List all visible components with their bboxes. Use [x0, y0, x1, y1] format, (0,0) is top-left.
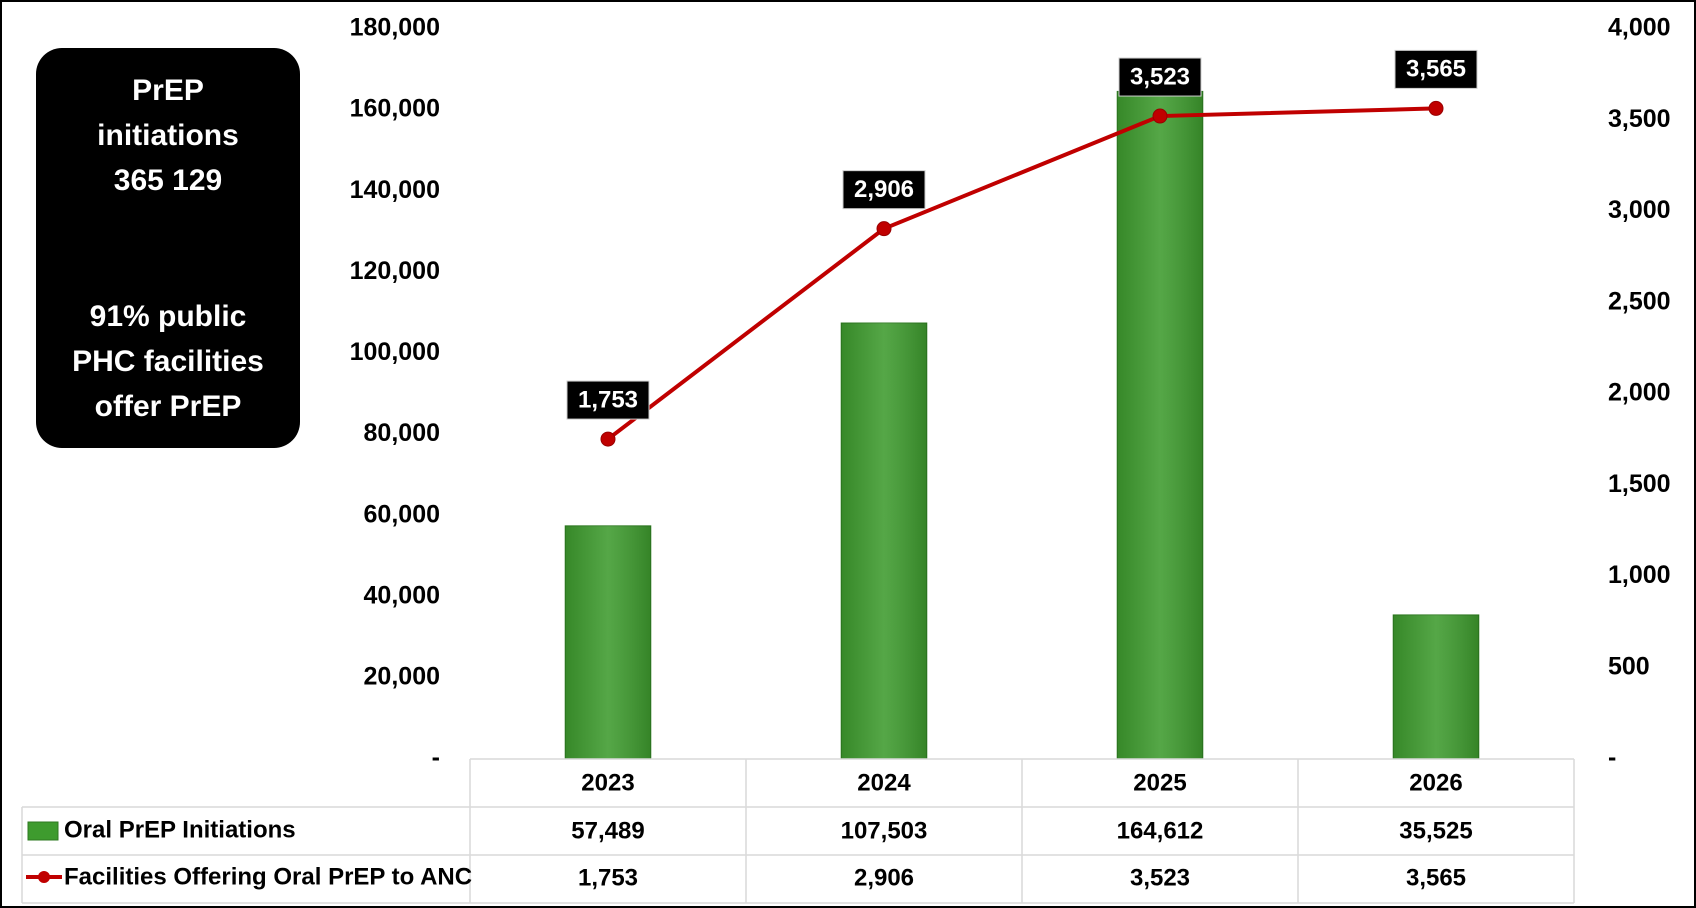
y2-tick-label: 1,500 [1608, 470, 1671, 498]
annotation-text: PHC facilities [72, 345, 264, 378]
legend-label: Facilities Offering Oral PrEP to ANC [64, 863, 472, 890]
annotation-text: offer PrEP [95, 390, 242, 423]
y2-tick-label: 2,000 [1608, 379, 1671, 407]
y-tick-label: 180,000 [350, 14, 440, 42]
data-label: 3,565 [1406, 56, 1466, 83]
annotation-text: 365 129 [114, 164, 222, 197]
x-tick-label: 2025 [1133, 769, 1186, 796]
y2-tick-label: 3,500 [1608, 105, 1671, 133]
y-tick-label: 80,000 [364, 419, 440, 447]
legend-label: Oral PrEP Initiations [64, 816, 296, 843]
y-tick-label: 140,000 [350, 176, 440, 204]
annotation-text: initiations [97, 119, 239, 152]
bar-shade [841, 323, 927, 759]
line-marker [1428, 100, 1444, 116]
table-cell: 164,612 [1117, 817, 1204, 844]
y-tick-label: 40,000 [364, 581, 440, 609]
y-tick-label: 120,000 [350, 257, 440, 285]
line [606, 106, 1437, 441]
line-marker [876, 221, 892, 237]
data-label-box [1118, 57, 1202, 97]
legend-key-marker [38, 871, 50, 883]
annotation-text: PrEP [132, 74, 204, 107]
data-label: 3,523 [1130, 63, 1190, 90]
x-tick-label: 2026 [1409, 769, 1462, 796]
y-tick-label: 160,000 [350, 95, 440, 123]
annotation-text: 91% public [90, 300, 247, 333]
table-cell: 2,906 [854, 864, 914, 891]
table-cell: 35,525 [1399, 817, 1472, 844]
legend-key-bar [27, 821, 59, 841]
y2-tick-label: 4,000 [1608, 14, 1671, 42]
line-marker [1152, 108, 1168, 124]
data-label-box [566, 380, 650, 420]
table-cell: 3,565 [1406, 864, 1466, 891]
y2-tick-label: 3,000 [1608, 196, 1671, 224]
y-tick-label: 100,000 [350, 338, 440, 366]
table-cell: 107,503 [841, 817, 928, 844]
line-marker [600, 431, 616, 447]
bar-shade [565, 525, 651, 759]
y2-tick-label: - [1608, 744, 1616, 772]
data-label: 1,753 [578, 386, 638, 413]
data-label-box [842, 170, 926, 210]
data-label-box [1394, 49, 1478, 89]
bar-shade [1393, 614, 1479, 759]
y-tick-label: 20,000 [364, 662, 440, 690]
y2-tick-label: 2,500 [1608, 287, 1671, 315]
table-cell: 3,523 [1130, 864, 1190, 891]
y-tick-label: - [432, 744, 440, 772]
y-tick-label: 60,000 [364, 500, 440, 528]
x-tick-label: 2024 [857, 769, 911, 796]
table-cell: 1,753 [578, 864, 638, 891]
data-label: 2,906 [854, 176, 914, 203]
y2-tick-label: 1,000 [1608, 561, 1671, 589]
y2-tick-label: 500 [1608, 652, 1650, 680]
bar-shade [1117, 91, 1203, 760]
x-tick-label: 2023 [581, 769, 634, 796]
table-cell: 57,489 [571, 817, 644, 844]
annotation-box [36, 48, 300, 448]
